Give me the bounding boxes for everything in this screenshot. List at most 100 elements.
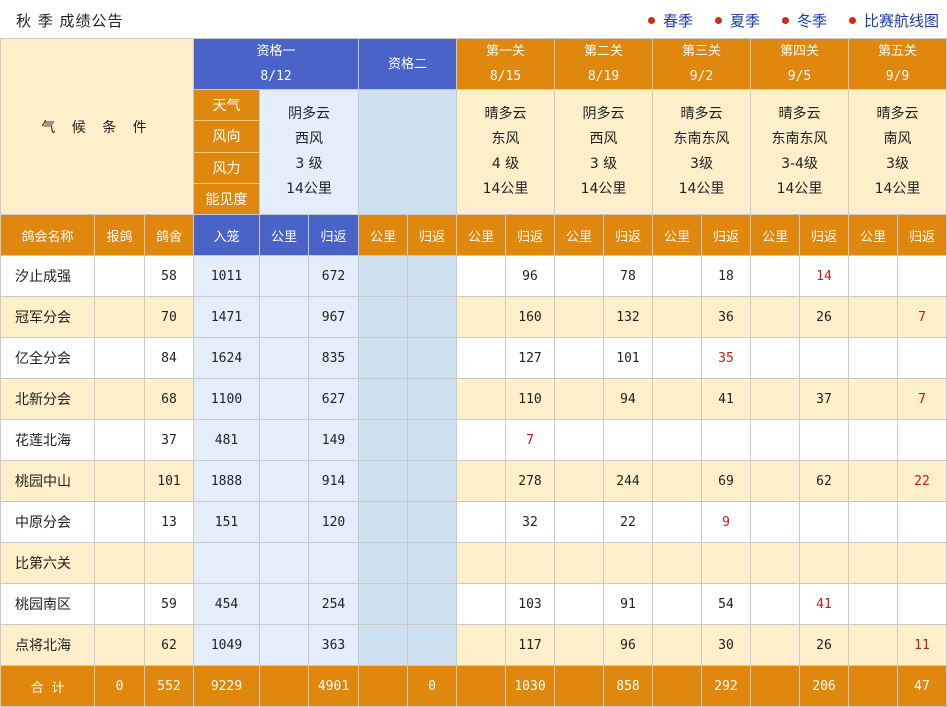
link-summer[interactable]: 夏季 xyxy=(714,10,760,31)
table-row: 比第六关 xyxy=(0,542,947,584)
weather-cell-7: 晴多云 南风 3级 14公里 xyxy=(848,89,947,215)
race-date: 8/12 xyxy=(260,69,292,84)
km-cell xyxy=(259,296,309,338)
she-cell: 70 xyxy=(144,296,194,338)
km-cell xyxy=(848,296,898,338)
return-cell xyxy=(799,542,849,584)
return-cell: 7 xyxy=(897,296,947,338)
weather-visibility: 14公里 xyxy=(874,181,921,197)
km-cell xyxy=(456,583,506,625)
total-cell: 552 xyxy=(144,665,194,707)
km-cell xyxy=(358,542,408,584)
km-cell xyxy=(259,378,309,420)
table-row: 冠军分会 70 1471 967 160 132 36 26 7 xyxy=(0,296,947,338)
return-cell xyxy=(407,296,457,338)
column-header: 公里 xyxy=(750,214,800,256)
table-row: 汐止成强 58 1011 672 96 78 18 14 xyxy=(0,255,947,297)
bao-cell xyxy=(94,501,145,543)
return-cell: 18 xyxy=(701,255,751,297)
race-header-3: 第一关 8/15 xyxy=(456,38,555,90)
column-header: 公里 xyxy=(848,214,898,256)
total-cell: 0 xyxy=(94,665,145,707)
table-row: 中原分会 13 151 120 32 22 9 xyxy=(0,501,947,543)
return-cell: 627 xyxy=(308,378,359,420)
total-cell xyxy=(456,665,506,707)
return-cell: 69 xyxy=(701,460,751,502)
weather-cell-4: 阴多云 西风 3 级 14公里 xyxy=(554,89,653,215)
km-cell xyxy=(554,583,604,625)
race-name: 第一关 xyxy=(485,44,525,59)
race-name: 第二关 xyxy=(583,44,623,59)
km-cell xyxy=(554,378,604,420)
bullet-icon xyxy=(714,17,722,24)
km-cell xyxy=(652,583,702,625)
km-cell xyxy=(554,296,604,338)
km-cell xyxy=(750,296,800,338)
km-cell xyxy=(750,542,800,584)
race-name: 资格一 xyxy=(256,44,296,59)
she-cell: 84 xyxy=(144,337,194,379)
weather-conditions-label: 气 候 条 件 xyxy=(0,38,194,215)
she-cell: 58 xyxy=(144,255,194,297)
weather-wind-force: 3级 xyxy=(886,156,909,172)
rulong-cell: 1624 xyxy=(193,337,260,379)
km-cell xyxy=(358,419,408,461)
link-winter[interactable]: 冬季 xyxy=(781,10,827,31)
return-cell xyxy=(897,419,947,461)
race-header-5: 第三关 9/2 xyxy=(652,38,751,90)
km-cell xyxy=(750,583,800,625)
return-cell: 101 xyxy=(603,337,653,379)
weather-row-label: 天气 xyxy=(194,91,259,122)
column-header: 归返 xyxy=(897,214,947,256)
page-title: 秋 季 成绩公告 xyxy=(16,12,124,30)
weather-cell-6: 晴多云 东南东风 3-4级 14公里 xyxy=(750,89,849,215)
race-name: 第四关 xyxy=(779,44,819,59)
totals-row: 合 计 0 552 9229 4901 0 1030 858 292 206 47 xyxy=(0,665,947,707)
weather-cell-2 xyxy=(358,89,457,215)
total-cell: 292 xyxy=(701,665,751,707)
link-spring[interactable]: 春季 xyxy=(647,10,693,31)
km-cell xyxy=(259,419,309,461)
return-cell xyxy=(799,501,849,543)
return-cell: 7 xyxy=(897,378,947,420)
weather-visibility: 14公里 xyxy=(776,181,823,197)
weather-wind-dir: 东南东风 xyxy=(673,131,730,147)
link-route-map[interactable]: 比赛航线图 xyxy=(848,10,939,31)
she-cell: 59 xyxy=(144,583,194,625)
return-cell: 62 xyxy=(799,460,849,502)
total-cell xyxy=(652,665,702,707)
return-cell: 26 xyxy=(799,624,849,666)
rulong-cell xyxy=(193,542,260,584)
rulong-cell: 1471 xyxy=(193,296,260,338)
rulong-cell: 1011 xyxy=(193,255,260,297)
weather-labels: 天气 风向 风力 能见度 xyxy=(193,89,260,215)
return-cell xyxy=(603,542,653,584)
bao-cell xyxy=(94,378,145,420)
return-cell: 132 xyxy=(603,296,653,338)
total-cell: 4901 xyxy=(308,665,359,707)
column-header: 归返 xyxy=(308,214,359,256)
km-cell xyxy=(652,501,702,543)
return-cell: 672 xyxy=(308,255,359,297)
column-header: 归返 xyxy=(603,214,653,256)
she-cell: 68 xyxy=(144,378,194,420)
km-cell xyxy=(456,296,506,338)
club-name: 冠军分会 xyxy=(0,296,95,338)
return-cell: 160 xyxy=(505,296,555,338)
return-cell: 22 xyxy=(603,501,653,543)
return-cell: 14 xyxy=(799,255,849,297)
km-cell xyxy=(259,460,309,502)
km-cell xyxy=(456,624,506,666)
weather-weather: 晴多云 xyxy=(680,106,723,122)
race-date: 8/15 xyxy=(489,69,522,84)
she-cell: 13 xyxy=(144,501,194,543)
weather-row: 天气 风向 风力 能见度 阴多云 西风 3 级 14公里 晴多云 东风 4 级 14公里 阴多云 西风 3 … xyxy=(1,89,947,215)
return-cell: 36 xyxy=(701,296,751,338)
km-cell xyxy=(848,583,898,625)
weather-weather: 阴多云 xyxy=(582,106,625,122)
km-cell xyxy=(358,501,408,543)
return-cell xyxy=(505,542,555,584)
she-cell: 37 xyxy=(144,419,194,461)
km-cell xyxy=(848,419,898,461)
km-cell xyxy=(259,542,309,584)
